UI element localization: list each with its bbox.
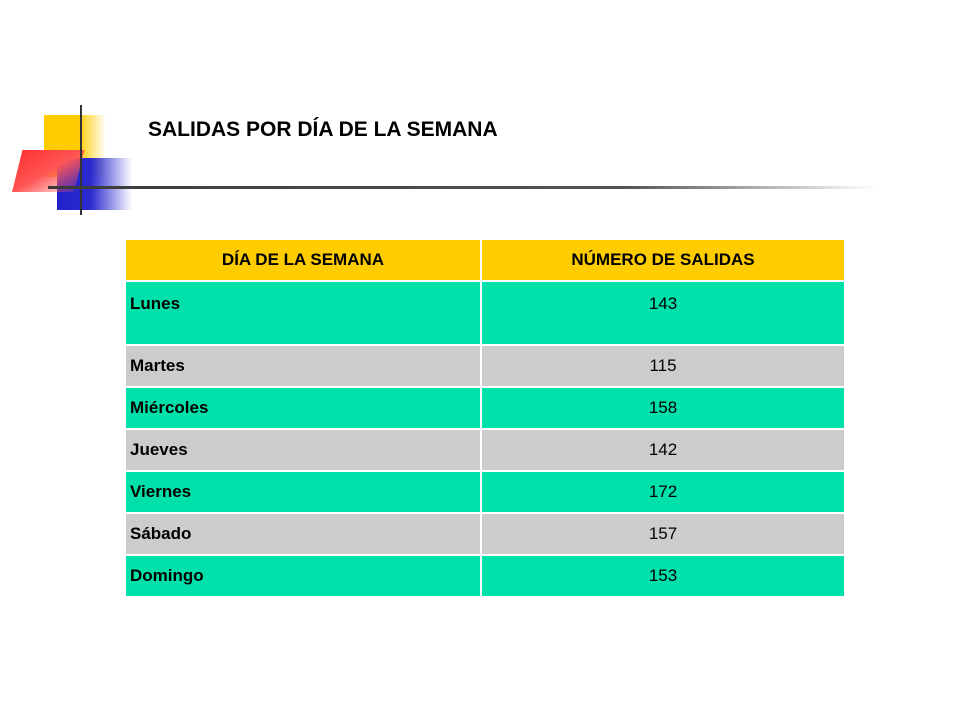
row-day: Viernes — [124, 470, 482, 514]
row-value: 158 — [480, 386, 846, 430]
title-underline — [48, 186, 878, 189]
table-row: Domingo 153 — [124, 554, 846, 598]
row-value: 157 — [480, 512, 846, 556]
decorative-logo — [0, 0, 140, 230]
table-row: Sábado 157 — [124, 512, 846, 556]
logo-vertical-line — [80, 105, 82, 215]
row-value: 153 — [480, 554, 846, 598]
slide-title: SALIDAS POR DÍA DE LA SEMANA — [148, 118, 498, 141]
table-row: Jueves 142 — [124, 428, 846, 472]
row-day: Sábado — [124, 512, 482, 556]
header-count: NÚMERO DE SALIDAS — [480, 238, 846, 282]
table-row: Lunes 143 — [124, 280, 846, 346]
row-value: 142 — [480, 428, 846, 472]
row-day: Martes — [124, 344, 482, 388]
row-day: Miércoles — [124, 386, 482, 430]
row-value: 115 — [480, 344, 846, 388]
row-day: Lunes — [124, 280, 482, 346]
row-day: Domingo — [124, 554, 482, 598]
table-row: Miércoles 158 — [124, 386, 846, 430]
table-header-row: DÍA DE LA SEMANA NÚMERO DE SALIDAS — [124, 238, 846, 282]
header-day: DÍA DE LA SEMANA — [124, 238, 482, 282]
row-value: 143 — [480, 280, 846, 346]
row-value: 172 — [480, 470, 846, 514]
departures-table: DÍA DE LA SEMANA NÚMERO DE SALIDAS Lunes… — [124, 238, 846, 598]
row-day: Jueves — [124, 428, 482, 472]
table-row: Viernes 172 — [124, 470, 846, 514]
table-row: Martes 115 — [124, 344, 846, 388]
